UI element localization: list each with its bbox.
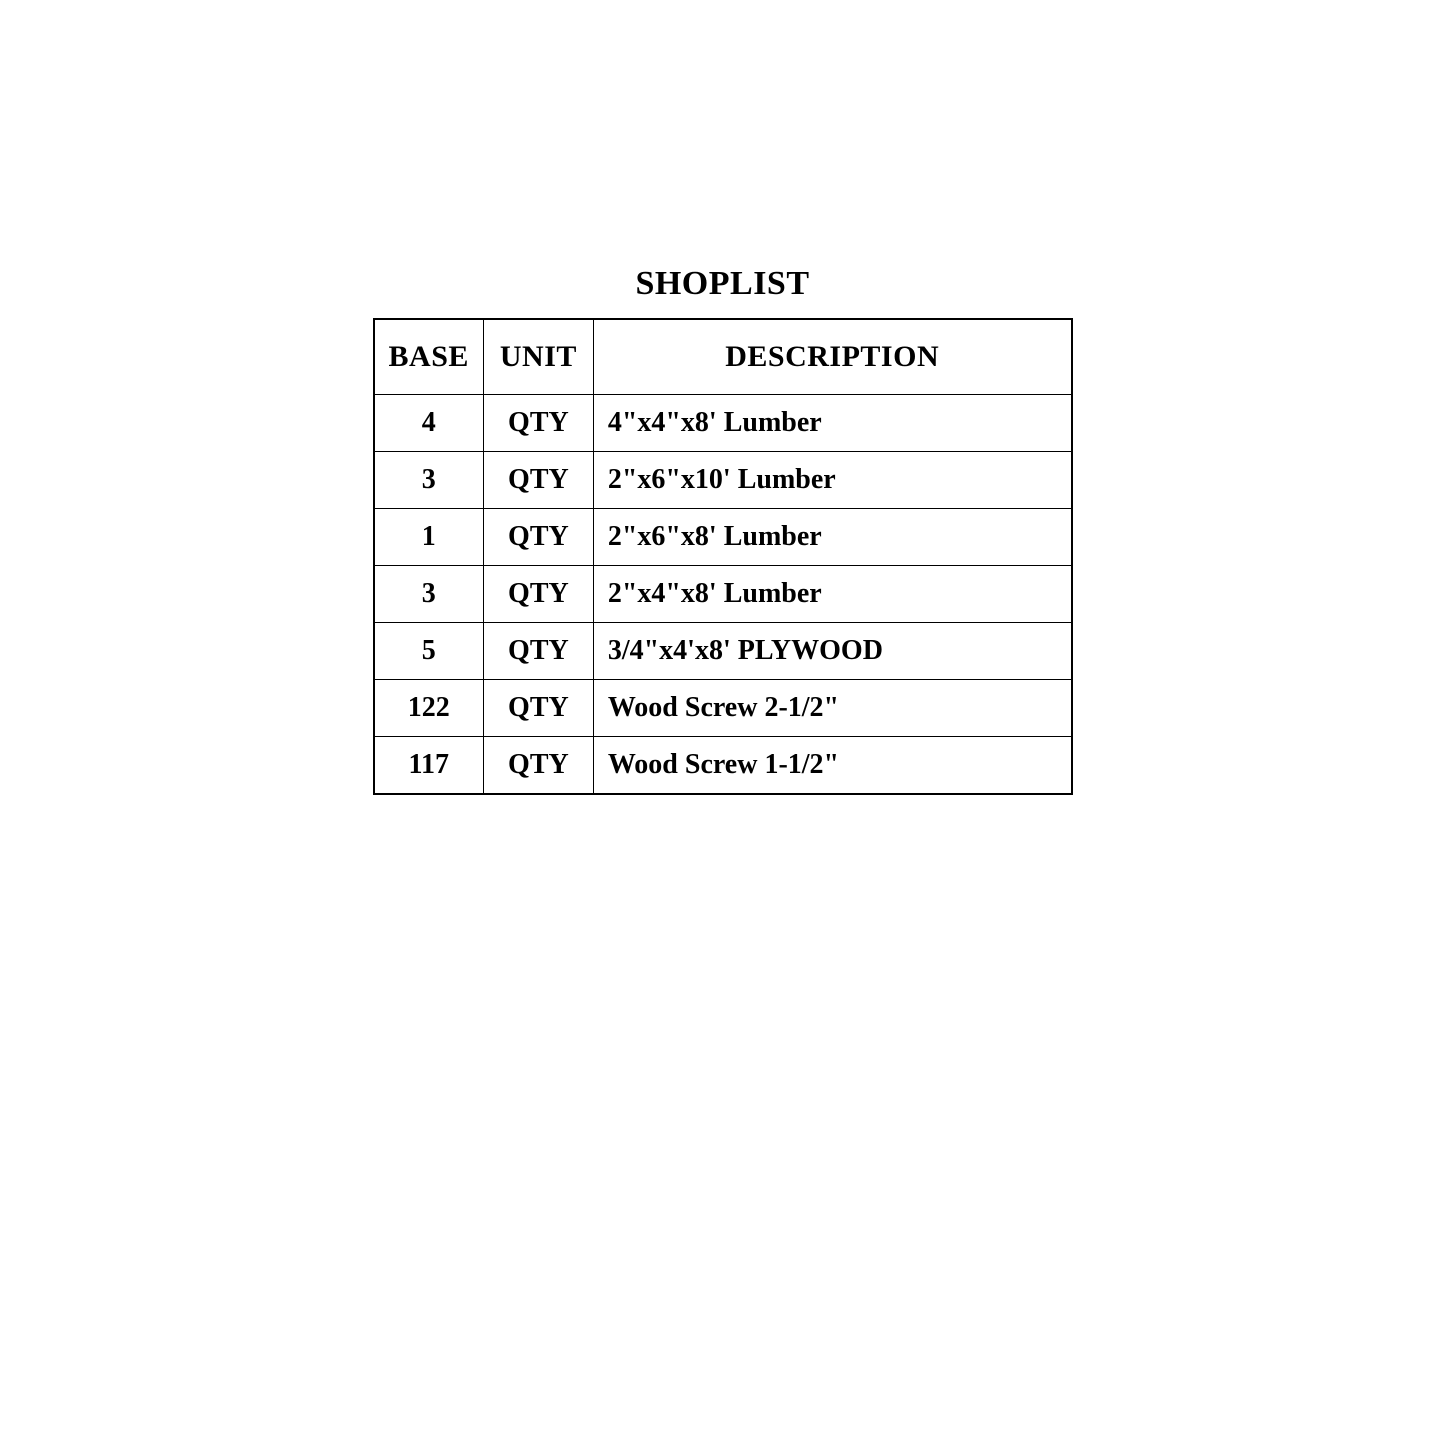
shoplist-table: BASE UNIT DESCRIPTION 4 QTY 4"x4"x8' Lum… — [373, 318, 1073, 795]
cell-unit: QTY — [483, 566, 593, 623]
table-row: 122 QTY Wood Screw 2-1/2" — [374, 680, 1072, 737]
cell-unit: QTY — [483, 737, 593, 795]
table-row: 3 QTY 2"x4"x8' Lumber — [374, 566, 1072, 623]
cell-description: Wood Screw 1-1/2" — [593, 737, 1071, 795]
cell-base: 3 — [374, 566, 484, 623]
column-header-base: BASE — [374, 319, 484, 395]
table-row: 4 QTY 4"x4"x8' Lumber — [374, 395, 1072, 452]
shoplist-title: SHOPLIST — [635, 265, 809, 303]
cell-base: 1 — [374, 509, 484, 566]
cell-description: 2"x4"x8' Lumber — [593, 566, 1071, 623]
table-row: 5 QTY 3/4"x4'x8' PLYWOOD — [374, 623, 1072, 680]
cell-unit: QTY — [483, 680, 593, 737]
cell-unit: QTY — [483, 395, 593, 452]
cell-description: 3/4"x4'x8' PLYWOOD — [593, 623, 1071, 680]
table-row: 117 QTY Wood Screw 1-1/2" — [374, 737, 1072, 795]
table-header-row: BASE UNIT DESCRIPTION — [374, 319, 1072, 395]
cell-description: 2"x6"x10' Lumber — [593, 452, 1071, 509]
cell-unit: QTY — [483, 452, 593, 509]
cell-unit: QTY — [483, 509, 593, 566]
cell-unit: QTY — [483, 623, 593, 680]
cell-base: 4 — [374, 395, 484, 452]
cell-description: 2"x6"x8' Lumber — [593, 509, 1071, 566]
table-row: 3 QTY 2"x6"x10' Lumber — [374, 452, 1072, 509]
cell-base: 122 — [374, 680, 484, 737]
cell-description: Wood Screw 2-1/2" — [593, 680, 1071, 737]
column-header-unit: UNIT — [483, 319, 593, 395]
table-row: 1 QTY 2"x6"x8' Lumber — [374, 509, 1072, 566]
cell-base: 3 — [374, 452, 484, 509]
column-header-description: DESCRIPTION — [593, 319, 1071, 395]
cell-base: 5 — [374, 623, 484, 680]
cell-base: 117 — [374, 737, 484, 795]
cell-description: 4"x4"x8' Lumber — [593, 395, 1071, 452]
